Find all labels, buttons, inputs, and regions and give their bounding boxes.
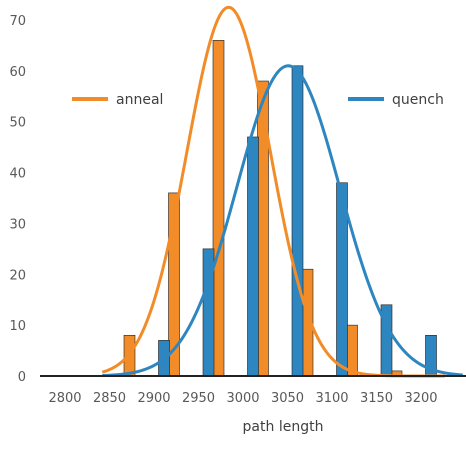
y-tick-label: 30 <box>9 217 26 232</box>
bars-group <box>123 40 437 377</box>
y-tick-label: 70 <box>9 14 26 29</box>
bar-quench <box>291 65 304 377</box>
bar-quench <box>247 136 259 377</box>
y-tick-label: 20 <box>9 268 26 283</box>
bar-anneal <box>212 40 225 377</box>
y-tick-label: 10 <box>9 319 26 334</box>
legend-label-quench: quench <box>392 92 444 108</box>
x-tick-label: 2950 <box>182 391 215 406</box>
x-axis-title: path length <box>243 419 324 435</box>
x-tick-label: 2850 <box>93 391 126 406</box>
x-tick-label: 2900 <box>137 391 170 406</box>
curves-group <box>101 5 463 378</box>
x-tick-label: 3000 <box>226 391 259 406</box>
x-tick-label: 3100 <box>315 391 348 406</box>
y-tick-label: 60 <box>9 65 26 80</box>
curve-anneal <box>101 5 445 378</box>
x-axis-ticks: 2800 2850 2900 2950 3000 3050 3100 3150 3200 <box>48 391 437 406</box>
y-tick-label: 0 <box>18 370 26 385</box>
x-tick-label: 2800 <box>48 391 81 406</box>
y-tick-label: 50 <box>9 116 26 131</box>
curve-quench <box>102 64 463 378</box>
y-tick-label: 40 <box>9 167 26 182</box>
legend-label-anneal: anneal <box>116 92 163 108</box>
x-tick-label: 3050 <box>271 391 304 406</box>
x-tick-label: 3200 <box>404 391 437 406</box>
y-axis-ticks: 0 10 20 30 40 50 60 70 <box>9 14 26 385</box>
x-tick-label: 3150 <box>360 391 393 406</box>
legend: anneal quench <box>72 92 444 108</box>
